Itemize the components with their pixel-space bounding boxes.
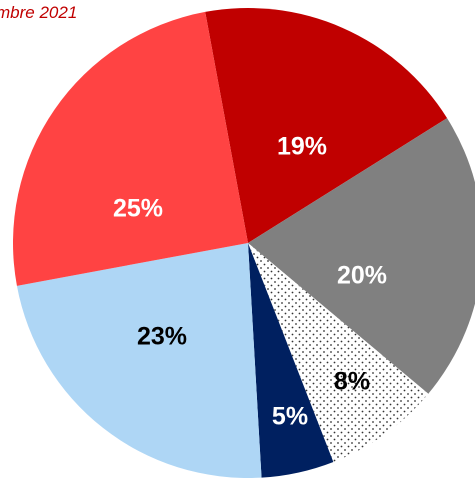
pie-slice <box>248 118 475 394</box>
pie-slice <box>248 243 429 462</box>
pie-slice <box>16 243 262 478</box>
data-label: 23% <box>137 323 187 351</box>
pie-slice <box>13 11 249 286</box>
pie-slice <box>248 243 334 478</box>
data-label: 8% <box>334 368 370 396</box>
data-label: 19% <box>277 133 327 161</box>
pie-slice <box>205 8 448 244</box>
data-label: 20% <box>337 262 387 290</box>
data-label: 5% <box>272 403 308 431</box>
chart-title: mbre 2021 <box>0 3 77 22</box>
data-label: 25% <box>113 195 163 223</box>
